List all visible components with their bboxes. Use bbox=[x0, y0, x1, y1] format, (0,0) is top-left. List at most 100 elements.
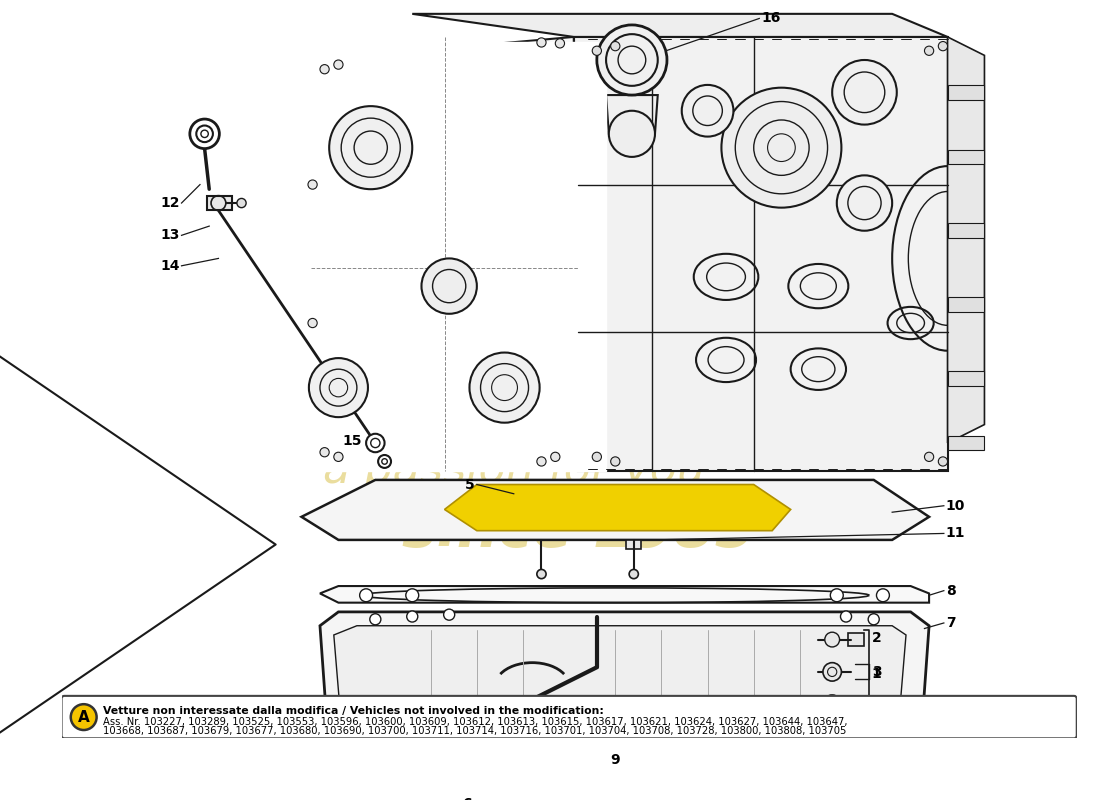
Text: 3: 3 bbox=[872, 665, 881, 679]
Circle shape bbox=[868, 745, 879, 756]
Circle shape bbox=[592, 452, 602, 462]
Text: 9: 9 bbox=[610, 753, 620, 766]
Text: 15: 15 bbox=[343, 434, 362, 448]
Polygon shape bbox=[333, 626, 906, 746]
Circle shape bbox=[830, 589, 844, 602]
Polygon shape bbox=[468, 786, 486, 797]
Circle shape bbox=[470, 780, 484, 794]
Text: 13: 13 bbox=[161, 228, 179, 242]
Circle shape bbox=[682, 85, 734, 137]
Text: 7: 7 bbox=[946, 616, 955, 630]
Circle shape bbox=[329, 106, 412, 189]
Circle shape bbox=[722, 88, 842, 208]
Circle shape bbox=[924, 46, 934, 55]
Circle shape bbox=[938, 457, 947, 466]
Circle shape bbox=[597, 25, 667, 95]
Circle shape bbox=[610, 457, 620, 466]
Circle shape bbox=[840, 611, 851, 622]
Text: a passion for you: a passion for you bbox=[322, 449, 705, 492]
Polygon shape bbox=[606, 95, 658, 134]
Polygon shape bbox=[320, 586, 930, 602]
Polygon shape bbox=[947, 436, 984, 450]
Circle shape bbox=[470, 353, 540, 422]
Circle shape bbox=[236, 198, 246, 208]
Circle shape bbox=[537, 570, 546, 578]
Polygon shape bbox=[947, 297, 984, 312]
Circle shape bbox=[825, 632, 839, 647]
Text: 6: 6 bbox=[463, 797, 472, 800]
Text: euros: euros bbox=[354, 339, 728, 454]
Circle shape bbox=[320, 65, 329, 74]
Text: 4: 4 bbox=[872, 697, 881, 711]
Text: 2: 2 bbox=[872, 630, 881, 645]
Text: Ass. Nr. 103227, 103289, 103525, 103553, 103596, 103600, 103609, 103612, 103613,: Ass. Nr. 103227, 103289, 103525, 103553,… bbox=[103, 717, 848, 727]
Text: 103668, 103687, 103679, 103677, 103680, 103690, 103700, 103711, 103714, 103716, : 103668, 103687, 103679, 103677, 103680, … bbox=[103, 726, 847, 736]
Circle shape bbox=[333, 60, 343, 70]
Polygon shape bbox=[848, 633, 865, 646]
Polygon shape bbox=[310, 106, 366, 137]
Circle shape bbox=[406, 589, 419, 602]
Circle shape bbox=[366, 434, 385, 452]
Circle shape bbox=[629, 570, 638, 578]
Circle shape bbox=[308, 180, 317, 189]
Polygon shape bbox=[947, 223, 984, 238]
Circle shape bbox=[70, 704, 97, 730]
Circle shape bbox=[388, 747, 399, 758]
Text: 8: 8 bbox=[946, 584, 956, 598]
Polygon shape bbox=[444, 485, 791, 530]
Polygon shape bbox=[310, 181, 348, 210]
FancyBboxPatch shape bbox=[62, 696, 1077, 738]
Circle shape bbox=[351, 745, 362, 756]
Text: 12: 12 bbox=[161, 196, 179, 210]
Text: 14: 14 bbox=[161, 258, 179, 273]
Polygon shape bbox=[208, 196, 232, 210]
Circle shape bbox=[190, 119, 219, 149]
Circle shape bbox=[308, 318, 317, 328]
Polygon shape bbox=[301, 480, 930, 540]
Circle shape bbox=[877, 589, 890, 602]
Circle shape bbox=[360, 589, 373, 602]
Circle shape bbox=[610, 42, 620, 50]
Circle shape bbox=[868, 614, 879, 625]
Circle shape bbox=[833, 60, 896, 125]
Circle shape bbox=[938, 42, 947, 50]
Polygon shape bbox=[574, 37, 947, 470]
Polygon shape bbox=[947, 150, 984, 164]
Circle shape bbox=[592, 46, 602, 55]
Polygon shape bbox=[947, 37, 984, 443]
Text: 1: 1 bbox=[872, 667, 881, 681]
Circle shape bbox=[823, 695, 842, 714]
Polygon shape bbox=[412, 14, 947, 37]
Text: 11: 11 bbox=[946, 526, 965, 541]
Circle shape bbox=[370, 614, 381, 625]
Text: Vetture non interessate dalla modifica / Vehicles not involved in the modificati: Vetture non interessate dalla modifica /… bbox=[103, 706, 604, 716]
Polygon shape bbox=[301, 42, 606, 470]
Polygon shape bbox=[947, 371, 984, 386]
Polygon shape bbox=[320, 612, 930, 755]
Circle shape bbox=[537, 38, 546, 47]
Text: A: A bbox=[78, 710, 89, 725]
Circle shape bbox=[421, 258, 477, 314]
Polygon shape bbox=[947, 85, 984, 100]
Circle shape bbox=[840, 747, 851, 758]
Circle shape bbox=[823, 662, 842, 681]
Text: 10: 10 bbox=[946, 498, 965, 513]
Circle shape bbox=[924, 452, 934, 462]
Text: since 1985: since 1985 bbox=[402, 502, 755, 559]
Circle shape bbox=[378, 455, 390, 468]
Circle shape bbox=[320, 448, 329, 457]
Text: 5: 5 bbox=[465, 478, 475, 491]
Circle shape bbox=[333, 452, 343, 462]
Circle shape bbox=[309, 358, 368, 417]
Circle shape bbox=[407, 611, 418, 622]
Circle shape bbox=[551, 452, 560, 462]
Circle shape bbox=[608, 110, 654, 157]
Text: 16: 16 bbox=[761, 11, 781, 26]
Circle shape bbox=[556, 38, 564, 48]
Circle shape bbox=[837, 175, 892, 230]
Polygon shape bbox=[626, 540, 641, 549]
Circle shape bbox=[443, 609, 454, 620]
Circle shape bbox=[432, 706, 484, 758]
Polygon shape bbox=[310, 37, 579, 470]
Circle shape bbox=[537, 457, 546, 466]
